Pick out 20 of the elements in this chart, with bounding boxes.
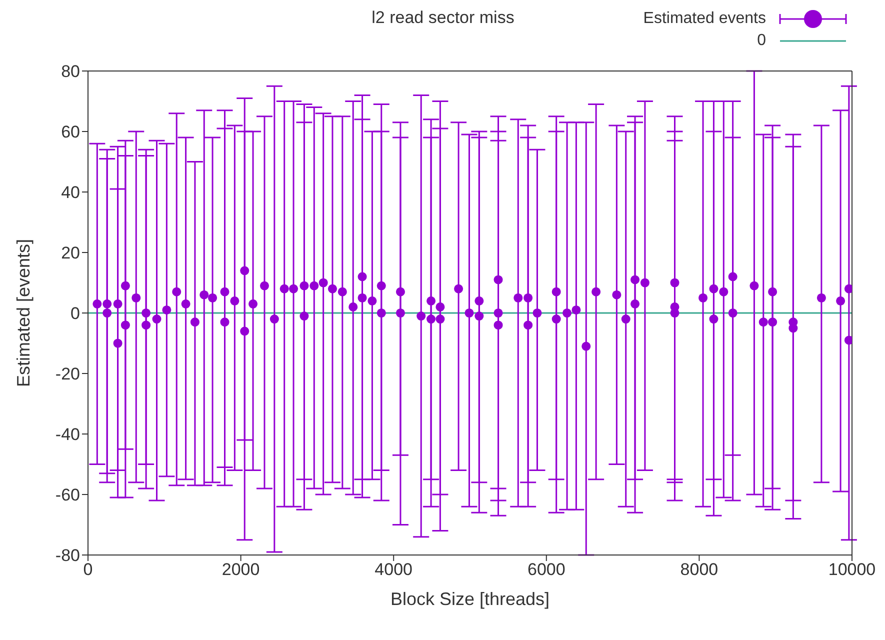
y-tick-label: -40 <box>55 425 80 444</box>
legend-label: Estimated events <box>643 10 766 28</box>
y-tick-label: 40 <box>61 183 80 202</box>
x-tick-label: 0 <box>83 560 93 580</box>
legend-label: 0 <box>757 32 766 50</box>
y-axis-title: Estimated [events] <box>13 238 34 388</box>
y-tick-label: -80 <box>55 546 80 566</box>
x-tick-label: 4000 <box>374 560 413 580</box>
y-tick-label: -20 <box>55 364 80 384</box>
y-tick-label: -60 <box>55 486 80 505</box>
x-tick-label: 2000 <box>222 560 260 580</box>
x-tick-label: 8000 <box>680 560 718 580</box>
chart-title: l2 read sector miss <box>372 8 514 27</box>
x-tick-label: 6000 <box>527 560 566 580</box>
x-axis-title: Block Size [threads] <box>390 589 550 609</box>
x-tick-label: 10000 <box>828 560 876 580</box>
y-tick-label: 20 <box>61 244 80 263</box>
y-tick-label: 80 <box>61 62 80 82</box>
y-tick-label: 0 <box>70 304 80 324</box>
y-tick-label: 60 <box>61 122 80 142</box>
